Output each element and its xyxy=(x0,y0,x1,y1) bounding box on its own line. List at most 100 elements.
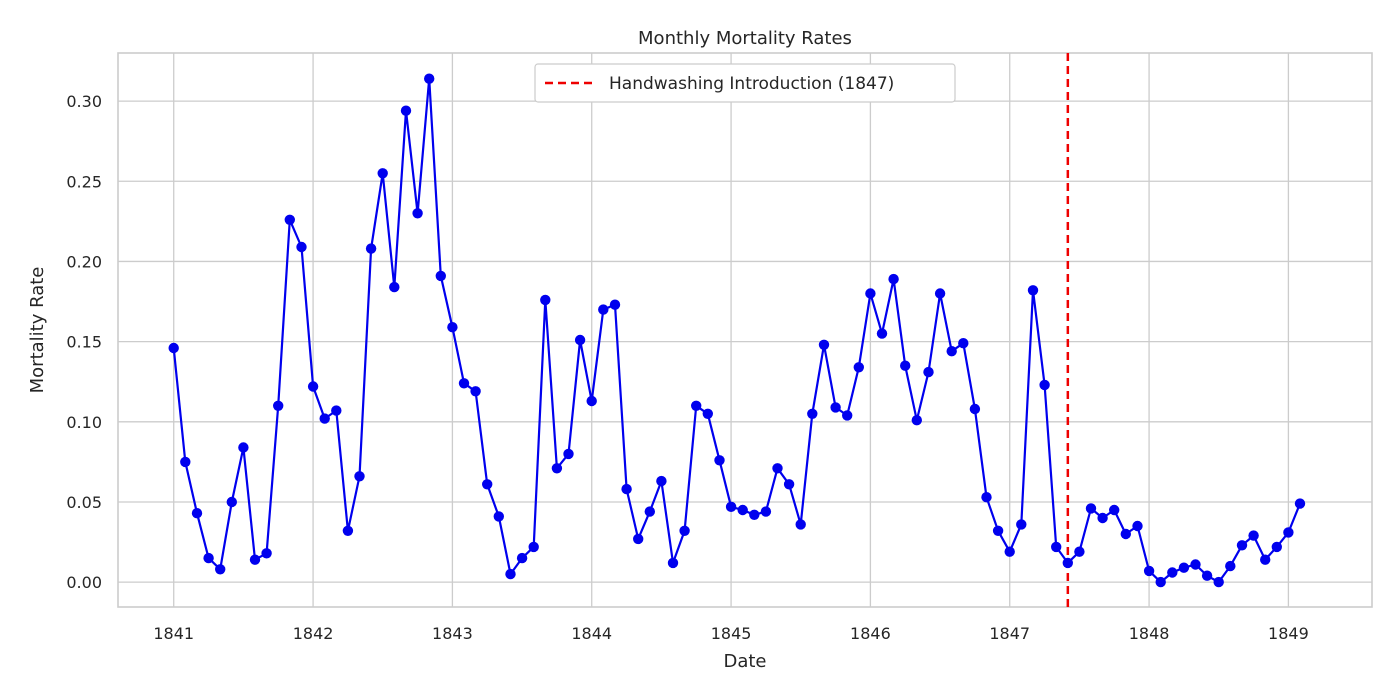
data-point xyxy=(191,508,203,519)
data-point xyxy=(412,208,423,219)
data-point xyxy=(284,214,295,225)
data-point xyxy=(818,339,830,350)
data-point xyxy=(1051,541,1062,553)
x-tick-label: 1847 xyxy=(989,624,1030,643)
data-point xyxy=(1294,498,1306,509)
data-point xyxy=(1167,567,1178,578)
data-point xyxy=(783,479,795,490)
data-point xyxy=(1039,379,1050,391)
data-point xyxy=(725,501,737,512)
data-point xyxy=(946,346,957,357)
data-point xyxy=(900,360,911,371)
legend-vline-label: Handwashing Introduction (1847) xyxy=(609,74,894,94)
plot-area-frame xyxy=(117,52,1373,608)
data-point xyxy=(261,548,272,559)
data-point xyxy=(644,506,655,517)
data-point xyxy=(342,525,354,536)
data-point xyxy=(574,334,586,346)
data-point xyxy=(1260,554,1271,565)
data-point xyxy=(876,328,888,339)
data-point xyxy=(992,525,1004,536)
data-point xyxy=(749,509,760,520)
data-point xyxy=(737,504,748,516)
data-point xyxy=(760,506,772,517)
data-point xyxy=(691,400,702,411)
data-point xyxy=(1248,530,1259,541)
y-axis-ticks: 0.00 0.05 0.10 0.15 0.20 0.25 0.30 xyxy=(66,92,102,592)
grid-lines xyxy=(118,53,1372,607)
x-tick-label: 1848 xyxy=(1129,624,1170,643)
data-point xyxy=(1236,540,1248,551)
data-point xyxy=(1213,576,1224,588)
data-point xyxy=(470,386,481,397)
data-point xyxy=(609,299,621,310)
data-point xyxy=(1201,570,1213,581)
data-point xyxy=(1283,527,1294,538)
data-point xyxy=(528,541,539,553)
x-axis-label: Date xyxy=(723,651,766,672)
data-point xyxy=(772,463,783,474)
data-point xyxy=(1132,520,1143,532)
data-point xyxy=(1016,519,1027,530)
data-point xyxy=(679,525,690,536)
y-tick-label: 0.15 xyxy=(66,333,102,352)
data-point xyxy=(1271,541,1283,553)
data-point xyxy=(1120,528,1132,540)
chart-title: Monthly Mortality Rates xyxy=(638,28,852,49)
x-tick-label: 1844 xyxy=(571,624,612,643)
data-point xyxy=(1085,503,1097,514)
data-point xyxy=(923,366,934,378)
y-axis-label: Mortality Rate xyxy=(27,267,48,394)
data-point xyxy=(1004,546,1015,557)
data-point xyxy=(203,552,214,564)
data-point xyxy=(1178,562,1190,573)
data-point xyxy=(435,270,446,282)
x-tick-label: 1842 xyxy=(293,624,334,643)
data-point xyxy=(1225,560,1236,572)
data-point xyxy=(505,568,516,580)
x-axis-ticks: 1841 1842 1843 1844 1845 1846 1847 1848 1849 xyxy=(153,624,1308,643)
y-tick-label: 0.30 xyxy=(66,92,102,111)
data-point xyxy=(389,281,400,293)
data-point xyxy=(842,410,853,421)
data-point xyxy=(714,455,725,466)
data-point xyxy=(633,533,644,545)
data-point xyxy=(1027,285,1039,296)
legend: Handwashing Introduction (1847) xyxy=(534,63,956,103)
data-point xyxy=(215,564,226,575)
data-point xyxy=(853,362,864,373)
data-point xyxy=(1074,546,1085,557)
data-point xyxy=(702,408,713,419)
data-point xyxy=(598,304,609,315)
data-point xyxy=(1062,557,1074,569)
y-tick-label: 0.20 xyxy=(66,252,102,271)
x-tick-label: 1846 xyxy=(850,624,891,643)
data-point xyxy=(238,442,249,453)
data-point xyxy=(424,73,435,84)
x-tick-label: 1841 xyxy=(153,624,194,643)
data-point xyxy=(795,519,806,530)
data-point xyxy=(1155,576,1166,588)
x-tick-label: 1845 xyxy=(711,624,752,643)
data-point xyxy=(563,448,574,460)
data-point xyxy=(621,483,632,495)
data-point xyxy=(911,415,922,426)
data-point xyxy=(365,243,377,254)
data-point xyxy=(865,288,876,299)
data-point xyxy=(969,403,981,415)
data-point xyxy=(981,492,992,503)
y-tick-label: 0.10 xyxy=(66,413,102,432)
data-point xyxy=(540,294,551,306)
data-point xyxy=(273,400,284,411)
data-point xyxy=(400,105,412,116)
series-group xyxy=(168,73,1306,588)
data-point xyxy=(307,381,319,392)
data-point xyxy=(516,552,528,564)
data-point xyxy=(493,511,504,522)
data-point xyxy=(226,496,237,508)
data-point xyxy=(319,413,330,424)
data-point xyxy=(958,338,969,349)
data-point xyxy=(656,475,667,487)
data-point xyxy=(249,554,261,565)
